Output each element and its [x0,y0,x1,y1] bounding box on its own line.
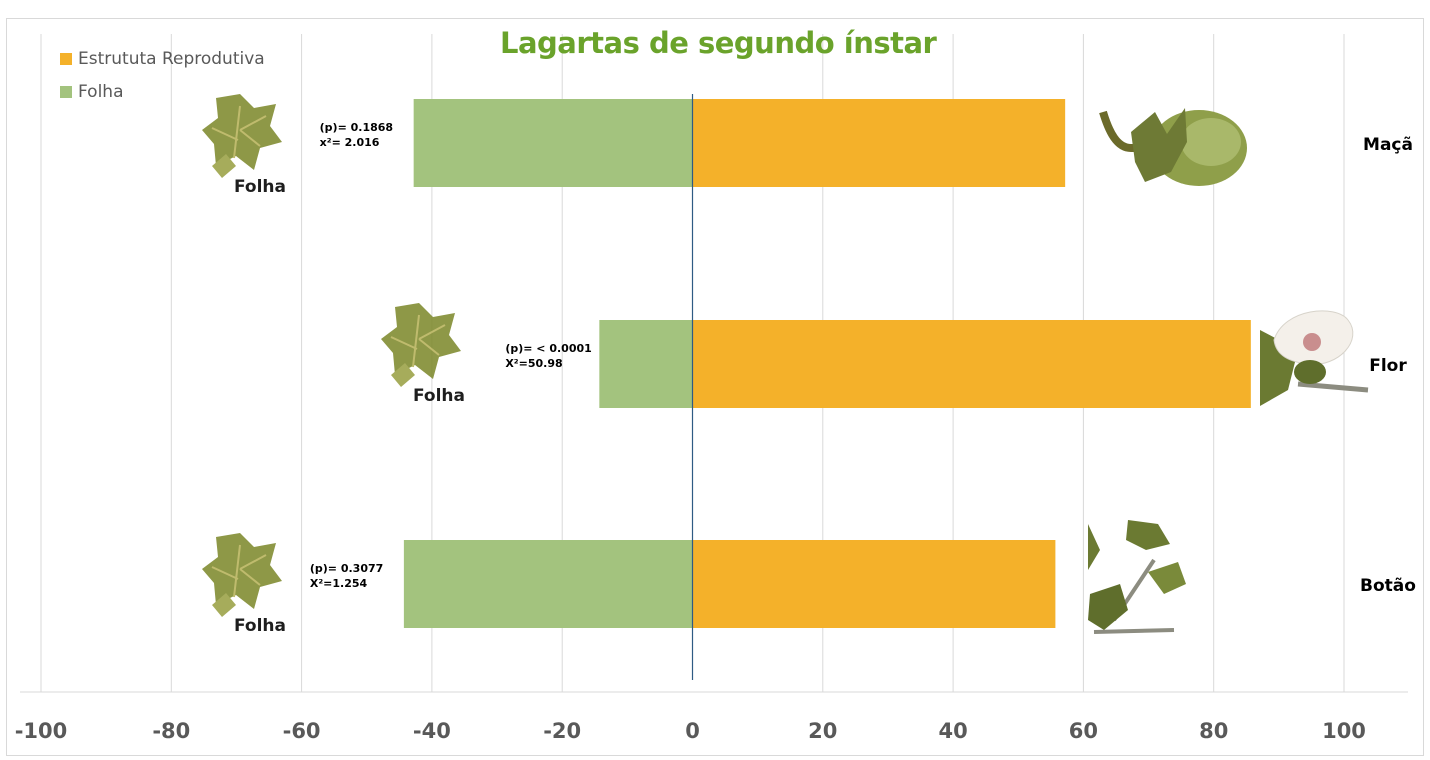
p-value-label: (p)= < 0.0001 [505,342,591,355]
bar-leaf [599,320,693,408]
flower-stem [1297,381,1369,393]
leaf-label: Folha [234,616,286,636]
chart-title: Lagartas de segundo ínstar [500,26,937,60]
leaf-veins [390,314,446,368]
x-tick-label: -80 [152,719,190,743]
p-value-label: (p)= 0.3077 [310,562,383,575]
category-label: Flor [1369,356,1407,376]
p-value-label: (p)= 0.1868 [320,121,393,134]
leaf-veins [211,544,267,598]
chi-square-label: x²= 2.016 [320,136,380,149]
bud-leaf-right [1148,562,1186,594]
bar-leaf [403,540,693,628]
category-label: Maçã [1363,135,1413,155]
x-tick-label: -100 [15,719,68,743]
legend-swatch-reproductive [60,52,72,65]
x-tick-label: 0 [685,719,700,743]
legend-swatch-leaf [60,85,72,98]
leaf-icon: Folha [202,94,286,197]
leaf-label: Folha [413,386,465,406]
boll-stem [1099,110,1139,152]
boll-highlight [1181,118,1241,166]
legend: Estrututa Reprodutiva Folha [60,42,265,108]
legend-item-reproductive: Estrututa Reprodutiva [60,42,265,75]
boll-bracts [1131,108,1187,182]
category-label: Botão [1360,576,1416,596]
legend-item-leaf: Folha [60,75,265,108]
bud-leaf-left [1088,524,1100,570]
bar-reproductive [692,99,1066,187]
chi-square-label: X²=1.254 [310,577,368,590]
chi-square-label: X²=50.98 [505,357,562,370]
cotton-flower-icon [1260,310,1369,406]
legend-label-reproductive: Estrututa Reprodutiva [78,48,265,69]
bar-reproductive [692,320,1251,408]
flower-bud [1294,360,1326,384]
leaf-label: Folha [234,177,286,197]
x-tick-label: 20 [808,719,837,743]
x-tick-label: 80 [1199,719,1228,743]
bud-leaf-top [1126,520,1170,550]
x-tick-label: 100 [1322,719,1366,743]
legend-label-leaf: Folha [78,81,124,102]
x-tick-label: 40 [938,719,967,743]
bar-reproductive [692,540,1056,628]
flower-center [1303,333,1321,351]
bud-leaf-bottom [1088,584,1128,630]
x-tick-label: -60 [283,719,321,743]
leaf-icon: Folha [381,303,465,406]
x-tick-label: -40 [413,719,451,743]
leaf-veins [211,105,267,159]
bar-leaf [413,99,693,187]
leaf-lobe [391,363,415,387]
leaf-lobe [212,154,236,178]
leaf-icon: Folha [202,533,286,636]
chart-frame [6,18,1424,756]
cotton-bud-icon [1088,520,1186,634]
leaf-lobe [212,593,236,617]
cotton-boll-icon [1099,108,1247,186]
x-tick-label: 60 [1069,719,1098,743]
x-tick-label: -20 [543,719,581,743]
